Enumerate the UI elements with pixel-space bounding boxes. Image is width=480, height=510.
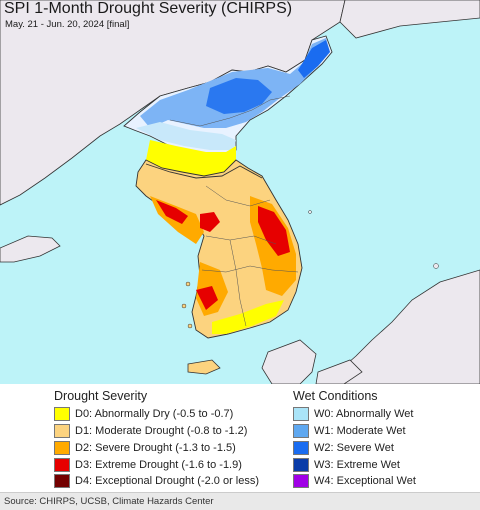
legend-label-d2: D2: Severe Drought (-1.3 to -1.5) (75, 442, 236, 454)
legend-item-d0: D0: Abnormally Dry (-0.5 to -0.7) (54, 407, 233, 421)
sk-d0-south-coast (212, 300, 284, 334)
province-border-4 (229, 239, 247, 327)
legend-item-d1: D1: Moderate Drought (-0.8 to -1.2) (54, 424, 247, 438)
legend-label-w3: W3: Extreme Wet (314, 459, 400, 471)
russia-landmass (339, 0, 480, 39)
island (308, 210, 312, 214)
sk-d3-zone-northeast (258, 206, 290, 256)
island (187, 323, 193, 329)
province-border-2 (205, 235, 277, 245)
sk-d3-zone-seoul (200, 212, 220, 232)
legend-label-w4: W4: Exceptional Wet (314, 475, 416, 487)
swatch-d1 (54, 424, 70, 438)
swatch-w2 (293, 441, 309, 455)
legend-item-d3: D3: Extreme Drought (-1.6 to -1.9) (54, 458, 242, 472)
japan-kyushu (261, 339, 317, 384)
legend-item-d4: D4: Exceptional Drought (-2.0 or less) (54, 474, 259, 488)
source-footer: Source: CHIRPS, UCSB, Climate Hazards Ce… (0, 492, 480, 510)
map-subtitle: May. 21 - Jun. 20, 2024 [final] (5, 19, 130, 30)
legend-label-w2: W2: Severe Wet (314, 442, 394, 454)
province-border-3 (201, 265, 299, 273)
legend-label-d3: D3: Extreme Drought (-1.6 to -1.9) (75, 459, 242, 471)
nk-dry-d0-band (146, 140, 236, 176)
legend-item-d2: D2: Severe Drought (-1.3 to -1.5) (54, 441, 236, 455)
swatch-w4 (293, 474, 309, 488)
legend-label-w0: W0: Abnormally Wet (314, 408, 414, 420)
source-text: Source: CHIRPS, UCSB, Climate Hazards Ce… (4, 496, 214, 507)
legend-item-w0: W0: Abnormally Wet (293, 407, 413, 421)
wet-legend-heading: Wet Conditions (293, 389, 378, 403)
jeju-island (187, 359, 221, 375)
legend-label-d0: D0: Abnormally Dry (-0.5 to -0.7) (75, 408, 234, 420)
map-panel: SPI 1-Month Drought Severity (CHIRPS) Ma… (0, 0, 480, 384)
island (433, 263, 439, 269)
drought-map (0, 0, 480, 384)
island (185, 281, 191, 287)
nk-wet-w2-northeast (298, 40, 330, 78)
nk-wet-w0-zone (136, 122, 236, 150)
map-title: SPI 1-Month Drought Severity (CHIRPS) (4, 0, 293, 17)
japan-honshu (323, 269, 480, 384)
legend-label-d4: D4: Exceptional Drought (-2.0 or less) (75, 475, 260, 487)
legend-item-w3: W3: Extreme Wet (293, 458, 400, 472)
legend-label-w1: W1: Moderate Wet (314, 425, 406, 437)
swatch-d2 (54, 441, 70, 455)
swatch-d4 (54, 474, 70, 488)
drought-legend-heading: Drought Severity (54, 389, 148, 403)
swatch-d3 (54, 458, 70, 472)
dmz-border (145, 163, 263, 179)
swatch-w1 (293, 424, 309, 438)
legend-item-w1: W1: Moderate Wet (293, 424, 406, 438)
island (181, 303, 187, 309)
province-border-nk (169, 95, 291, 127)
japan-shikoku (315, 359, 363, 384)
swatch-d0 (54, 407, 70, 421)
legend-item-w4: W4: Exceptional Wet (293, 474, 416, 488)
swatch-w0 (293, 407, 309, 421)
nk-wet-w2-zone (206, 78, 272, 114)
sk-d3-zone-west (156, 200, 188, 224)
legend-item-w2: W2: Severe Wet (293, 441, 394, 455)
legend-label-d1: D1: Moderate Drought (-0.8 to -1.2) (75, 425, 248, 437)
province-border-1 (205, 185, 271, 207)
swatch-w3 (293, 458, 309, 472)
shandong-peninsula (0, 235, 61, 263)
legend-panel: Drought Severity D0: Abnormally Dry (-0.… (0, 384, 480, 492)
sk-d3-zone-southwest (196, 286, 218, 310)
